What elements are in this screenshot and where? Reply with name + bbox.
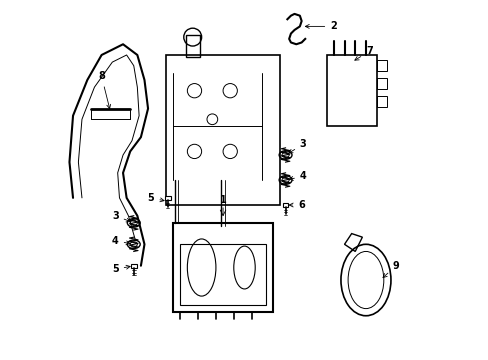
Text: 5: 5 <box>112 264 130 274</box>
Text: 1: 1 <box>219 195 226 205</box>
Bar <box>376 96 386 107</box>
Text: 5: 5 <box>147 193 164 203</box>
Text: 7: 7 <box>354 46 372 60</box>
Bar <box>173 223 272 312</box>
Text: 2: 2 <box>305 21 336 31</box>
Text: 9: 9 <box>382 261 399 278</box>
Text: 3: 3 <box>288 139 306 153</box>
Bar <box>164 196 170 200</box>
Bar <box>165 55 280 205</box>
Bar <box>180 244 265 305</box>
Text: 4: 4 <box>288 171 306 181</box>
Text: 4: 4 <box>112 236 130 246</box>
Bar <box>376 60 386 71</box>
Bar <box>376 78 386 89</box>
Text: 3: 3 <box>112 211 130 222</box>
Bar <box>326 55 376 126</box>
Text: 6: 6 <box>289 200 304 210</box>
Bar <box>185 35 200 57</box>
Bar <box>282 203 288 207</box>
Text: 8: 8 <box>98 71 110 108</box>
Bar <box>131 264 136 267</box>
